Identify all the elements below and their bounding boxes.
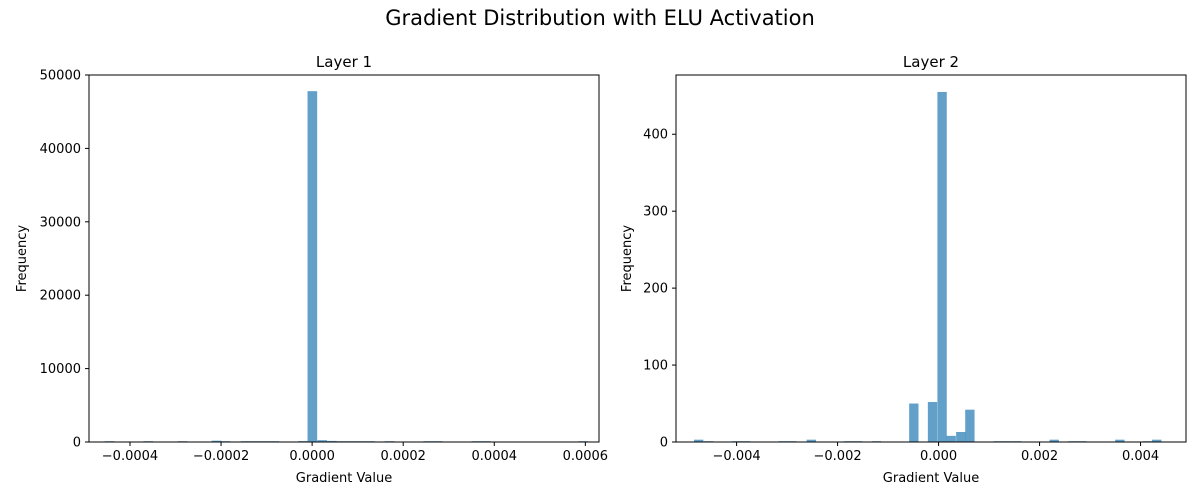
layer1-bar <box>326 440 337 442</box>
layer2-y-tick-label: 400 <box>643 128 668 143</box>
layer2-bar <box>927 401 938 442</box>
layer2-bar <box>965 409 975 442</box>
layer2-bars <box>694 91 1162 443</box>
layer2-bar <box>1049 439 1059 442</box>
layer1-x-tick-label: −0.0002 <box>193 449 249 464</box>
layer1-bar <box>211 440 222 442</box>
layer1-plot: −0.0004 −0.0002 0.0000 0.0002 0.0004 0.0006 0 1… <box>15 53 608 486</box>
layer2-bar <box>806 439 816 442</box>
layer1-bars <box>104 91 588 443</box>
layer2-bar <box>909 403 919 442</box>
figure-title: Gradient Distribution with ELU Activatio… <box>385 6 815 30</box>
layer2-x-tick-label: 0.000 <box>920 449 957 464</box>
layer2-x-tick-label: −0.004 <box>713 449 761 464</box>
layer1-y-tick-label: 0 <box>73 436 81 451</box>
layer1-x-tick-label: 0.0004 <box>472 449 518 464</box>
layer2-plot: −0.004 −0.002 0.000 0.002 0.004 0 100 200 300 400… <box>620 53 1187 486</box>
layer1-y-tick-label: 20000 <box>40 289 81 304</box>
layer2-y-tick-label: 100 <box>643 359 668 374</box>
layer2-x-tick-label: 0.004 <box>1122 449 1159 464</box>
layer2-bar <box>1152 439 1162 442</box>
layer2-y-tick-label: 300 <box>643 205 668 220</box>
layer2-x-axis-label: Gradient Value <box>883 471 979 486</box>
layer1-y-tick-label: 40000 <box>40 142 81 157</box>
layer1-title: Layer 1 <box>316 53 372 71</box>
layer1-x-tick-label: 0.0002 <box>380 449 426 464</box>
layer2-bar <box>946 435 956 442</box>
layer2-y-tick-label: 200 <box>643 282 668 297</box>
layer1-x-tick-label: 0.0000 <box>289 449 335 464</box>
layer2-y-axis-label: Frequency <box>620 225 635 292</box>
layer2-bar <box>1115 439 1125 442</box>
layer1-y-axis-label: Frequency <box>15 225 30 292</box>
layer1-y-tick-label: 10000 <box>40 362 81 377</box>
layer2-title: Layer 2 <box>903 53 959 71</box>
layer1-axes-frame <box>88 74 600 443</box>
layer2-x-tick-label: 0.002 <box>1021 449 1058 464</box>
layer2-y-tick-label: 0 <box>660 436 668 451</box>
layer1-x-tick-label: 0.0006 <box>563 449 609 464</box>
layer1-y-tick-label: 50000 <box>40 69 81 84</box>
layer2-axes-frame <box>675 74 1187 443</box>
layer2-bar <box>937 91 947 443</box>
layer1-bar <box>307 91 318 443</box>
layer1-x-tick-label: −0.0004 <box>102 449 158 464</box>
layer2-bar <box>956 432 966 442</box>
layer1-x-axis-label: Gradient Value <box>296 471 392 486</box>
layer1-bar <box>317 440 327 442</box>
layer2-bar <box>694 439 704 442</box>
layer2-x-tick-label: −0.002 <box>814 449 862 464</box>
layer1-y-tick-label: 30000 <box>40 215 81 230</box>
